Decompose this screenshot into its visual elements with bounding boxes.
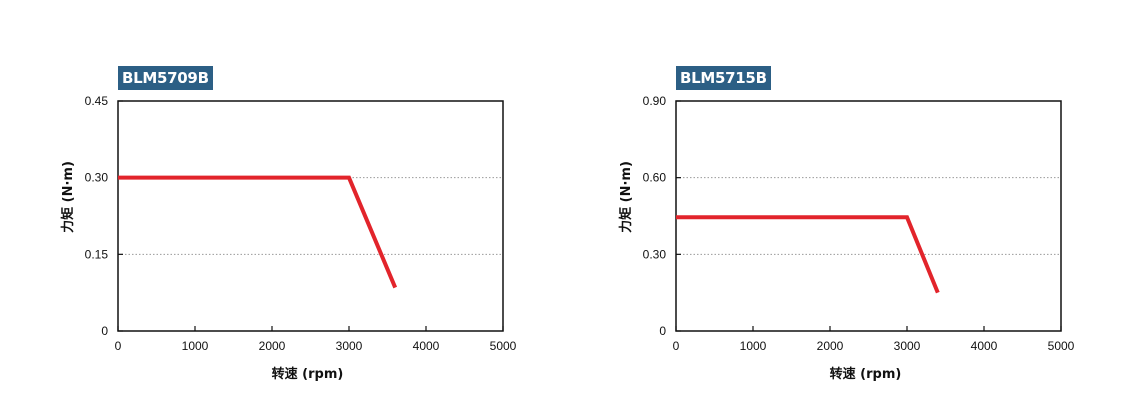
chart-title: BLM5715B — [676, 66, 771, 90]
x-tick-label: 3000 — [336, 339, 363, 353]
chart-blm5709b: BLM5709B 0 0.15 0.30 0.45 0 1000 2000 3000 4000 5… — [0, 0, 560, 420]
chart-blm5715b: BLM5715B 0 0.30 0.60 0.90 0 1000 2000 3000 4000 5… — [558, 0, 1118, 420]
x-tick-label: 2000 — [259, 339, 286, 353]
x-tick-label: 3000 — [894, 339, 921, 353]
series-line — [676, 215, 940, 294]
y-tick-label: 0 — [101, 324, 108, 338]
y-tick-label: 0.30 — [85, 171, 109, 185]
chart-svg: 0 0.30 0.60 0.90 0 1000 2000 3000 4000 5000 转速 (rp… — [618, 94, 1075, 382]
x-tick-label: 0 — [673, 339, 680, 353]
x-tick-label: 4000 — [413, 339, 440, 353]
y-tick-label: 0 — [659, 324, 666, 338]
x-tick-label: 2000 — [817, 339, 844, 353]
y-tick-label: 0.45 — [85, 94, 109, 108]
x-tick-label: 0 — [115, 339, 122, 353]
y-tick-label: 0.30 — [643, 247, 667, 261]
y-axis-title: 力矩 (N·m) — [60, 161, 76, 233]
plot-frame — [117, 100, 504, 332]
x-tick-label: 1000 — [182, 339, 209, 353]
x-tick-label: 4000 — [971, 339, 998, 353]
chart-title: BLM5709B — [118, 66, 213, 90]
y-axis-title: 力矩 (N·m) — [618, 161, 634, 233]
y-tick-label: 0.60 — [643, 171, 667, 185]
chart-svg: 0 0.15 0.30 0.45 0 1000 2000 3000 4000 5000 转速 (rp… — [60, 94, 517, 382]
series-line — [118, 175, 398, 289]
x-tick-label: 5000 — [1048, 339, 1075, 353]
x-axis-title: 转速 (rpm) — [272, 366, 344, 382]
x-tick-label: 1000 — [740, 339, 767, 353]
x-tick-label: 5000 — [490, 339, 517, 353]
y-tick-label: 0.90 — [643, 94, 667, 108]
x-axis-title: 转速 (rpm) — [830, 366, 902, 382]
y-tick-label: 0.15 — [85, 247, 109, 261]
